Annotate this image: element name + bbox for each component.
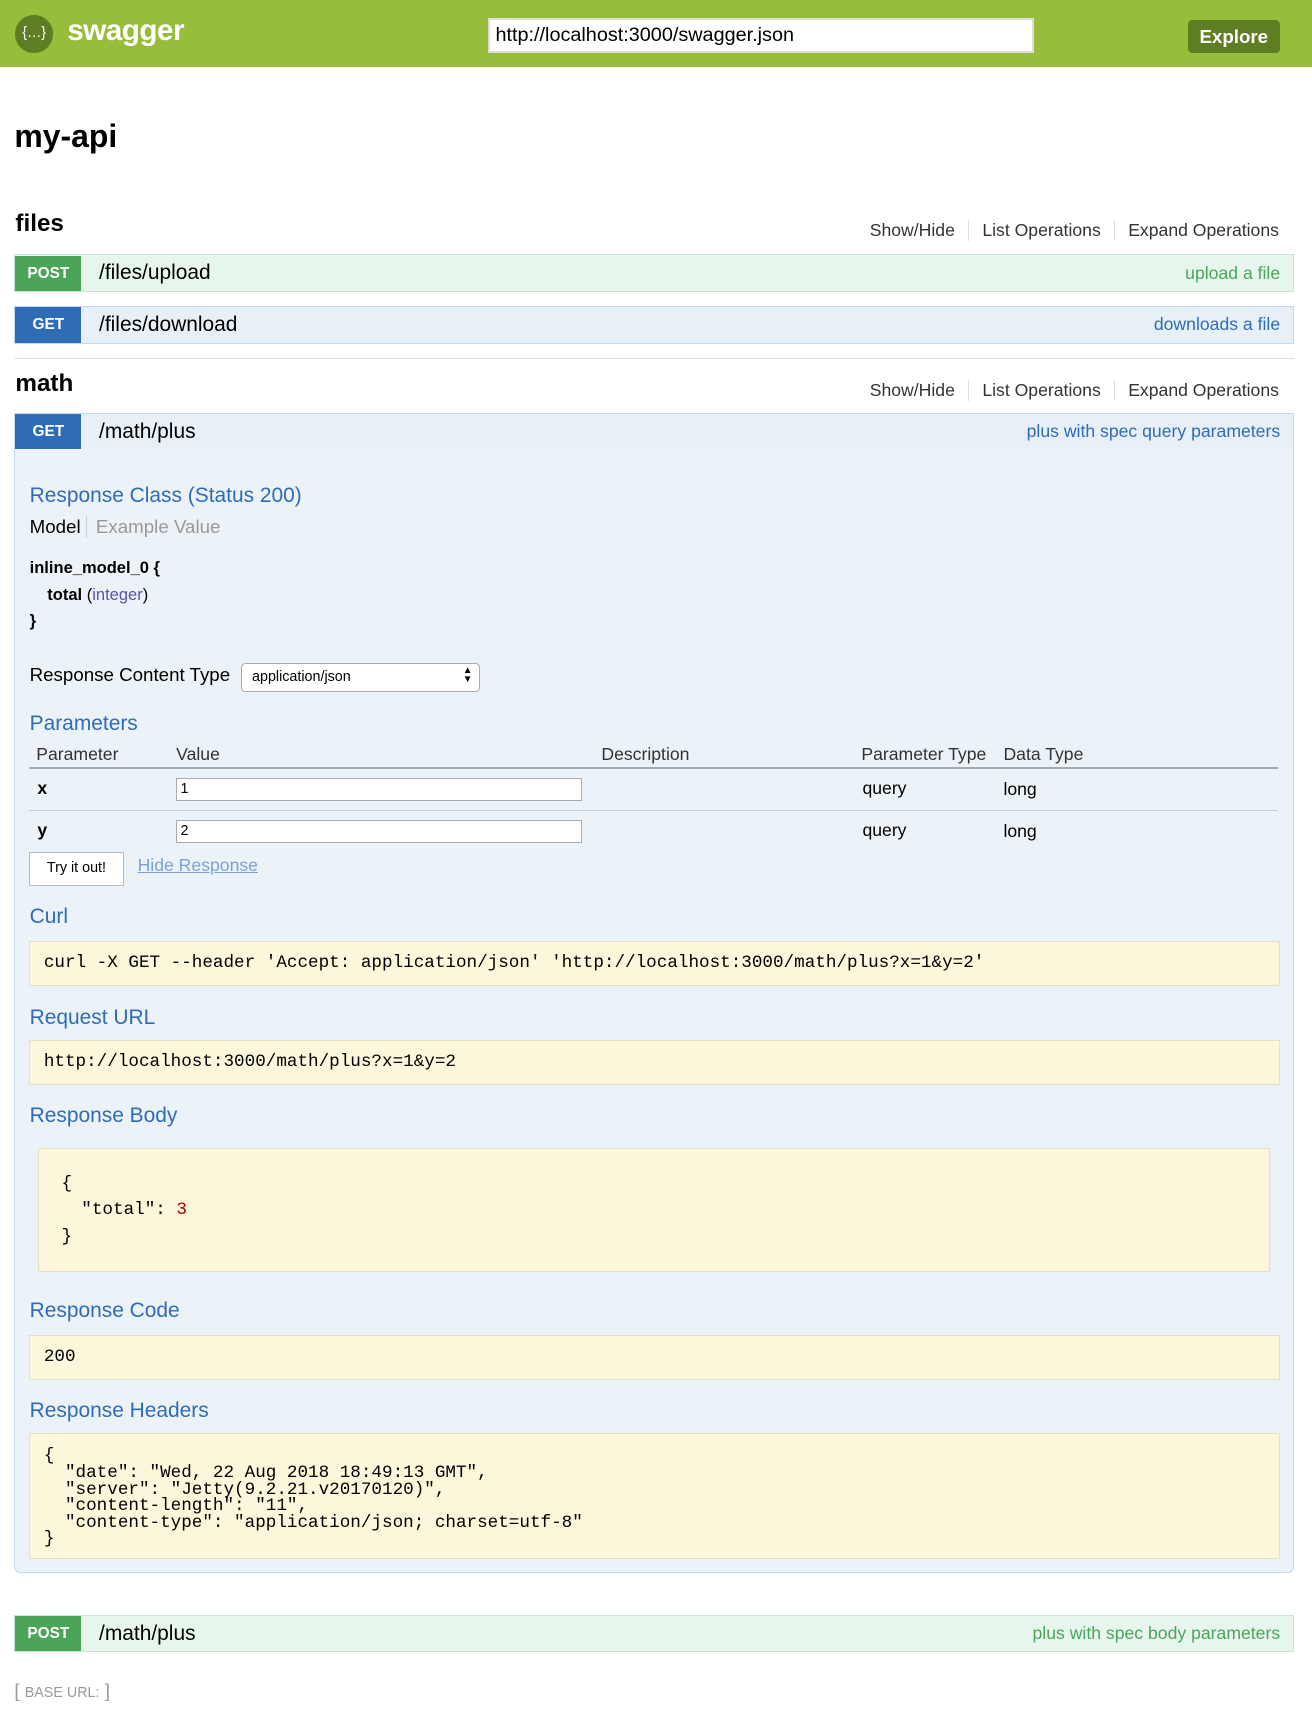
spec-url-input[interactable] <box>488 17 1035 53</box>
col-parameter: Parameter <box>36 743 119 764</box>
param-name-y: y <box>37 819 48 840</box>
content-type-select[interactable]: application/json ▲ ▼ <box>241 663 481 692</box>
response-class-title: Response Class (Status 200) <box>29 483 302 507</box>
json-key: "total": <box>81 1200 177 1221</box>
json-open: { <box>61 1173 73 1194</box>
response-code-value: 200 <box>28 1335 1280 1381</box>
param-y-type: query <box>862 819 907 840</box>
model-property: total <box>47 584 83 604</box>
list-operations-link[interactable]: List Operations <box>969 380 1115 402</box>
operation-path[interactable]: /files/download <box>99 312 238 336</box>
operation-post-files-upload[interactable]: POST /files/upload upload a file <box>14 254 1295 292</box>
operation-details-panel: Response Class (Status 200) Model Exampl… <box>14 449 1295 1574</box>
response-code-title: Response Code <box>29 1298 180 1322</box>
table-header-rule <box>28 766 1278 769</box>
model-tabs: Model Example Value <box>30 515 221 538</box>
request-url-value: http://localhost:3000/math/plus?x=1&y=2 <box>28 1039 1280 1086</box>
param-x-datatype: long <box>1003 778 1037 799</box>
operation-summary[interactable]: plus with spec body parameters <box>1032 1623 1281 1644</box>
base-url: [ BASE URL: ] <box>14 1679 110 1701</box>
show-hide-link[interactable]: Show/Hide <box>856 220 970 242</box>
content-type-label: Response Content Type <box>29 664 231 686</box>
method-badge: GET <box>15 307 82 343</box>
response-body-title: Response Body <box>29 1103 178 1127</box>
operation-get-math-plus[interactable]: GET /math/plus plus with spec query para… <box>14 413 1295 451</box>
hide-response-link[interactable]: Hide Response <box>137 854 258 875</box>
swagger-braces-icon: {…} <box>15 15 53 53</box>
param-y-input[interactable] <box>176 819 582 843</box>
paren: ) <box>142 584 149 604</box>
col-value: Value <box>176 743 220 764</box>
select-arrows-icon: ▲ ▼ <box>462 665 473 686</box>
response-body: { "total": 3 } <box>38 1147 1271 1273</box>
operation-summary[interactable]: upload a file <box>1185 262 1281 283</box>
row-divider <box>28 809 1278 811</box>
expand-operations-link[interactable]: Expand Operations <box>1128 380 1279 401</box>
section-links-files: Show/Hide List Operations Expand Operati… <box>856 220 1279 242</box>
base-url-label: BASE URL: <box>24 1684 100 1701</box>
operation-path[interactable]: /files/upload <box>99 261 211 285</box>
col-data-type: Data Type <box>1003 743 1084 764</box>
try-it-out-button[interactable]: Try it out! <box>28 851 125 886</box>
request-url-title: Request URL <box>29 1005 156 1029</box>
divider <box>14 358 1295 359</box>
col-parameter-type: Parameter Type <box>861 743 987 764</box>
show-hide-link[interactable]: Show/Hide <box>856 380 970 402</box>
content-type-value: application/json <box>252 668 351 685</box>
brand-name: swagger <box>67 14 184 48</box>
param-name-x: x <box>37 777 48 798</box>
list-operations-link[interactable]: List Operations <box>969 220 1115 242</box>
top-bar: {…} swagger Explore <box>0 0 1312 68</box>
json-value: 3 <box>176 1200 187 1221</box>
curl-command: curl -X GET --header 'Accept: applicatio… <box>28 940 1280 986</box>
method-badge: GET <box>15 414 82 450</box>
model-name: inline_model_0 { <box>29 558 160 578</box>
param-x-type: query <box>862 777 907 798</box>
explore-button[interactable]: Explore <box>1187 19 1281 53</box>
param-x-input[interactable] <box>176 777 582 801</box>
model-tab[interactable]: Model <box>30 515 88 538</box>
operation-get-files-download[interactable]: GET /files/download downloads a file <box>14 306 1295 344</box>
model-schema: inline_model_0 { total (integer) } <box>30 555 160 634</box>
operation-post-math-plus[interactable]: POST /math/plus plus with spec body para… <box>14 1614 1295 1653</box>
paren: ( <box>86 584 93 604</box>
operation-summary[interactable]: plus with spec query parameters <box>1026 421 1281 442</box>
operation-path[interactable]: /math/plus <box>99 1621 196 1645</box>
model-property-type: integer <box>92 584 143 604</box>
section-title-files[interactable]: files <box>15 210 64 238</box>
parameters-title: Parameters <box>29 711 138 735</box>
example-value-tab[interactable]: Example Value <box>95 515 221 537</box>
col-description: Description <box>601 743 690 764</box>
api-title: my-api <box>14 117 118 154</box>
section-links-math: Show/Hide List Operations Expand Operati… <box>856 380 1279 402</box>
section-title-math[interactable]: math <box>15 370 74 398</box>
json-close: } <box>61 1226 73 1247</box>
expand-operations-link[interactable]: Expand Operations <box>1128 220 1279 241</box>
operation-path[interactable]: /math/plus <box>99 419 196 443</box>
response-headers-title: Response Headers <box>29 1399 209 1423</box>
operation-summary[interactable]: downloads a file <box>1153 314 1281 335</box>
param-y-datatype: long <box>1003 820 1037 841</box>
response-headers-value: { "date": "Wed, 22 Aug 2018 18:49:13 GMT… <box>28 1433 1280 1559</box>
model-close: } <box>29 611 37 631</box>
method-badge: POST <box>15 1616 82 1652</box>
method-badge: POST <box>15 255 82 291</box>
curl-title: Curl <box>29 905 68 929</box>
